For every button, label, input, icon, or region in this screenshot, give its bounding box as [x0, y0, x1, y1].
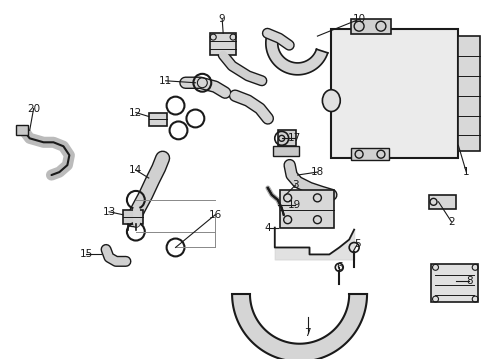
Bar	[148, 113, 166, 126]
Bar	[429, 264, 477, 302]
Bar	[210, 33, 236, 55]
Text: 3: 3	[292, 180, 298, 190]
Polygon shape	[232, 294, 366, 360]
Bar	[122, 210, 142, 224]
Text: 10: 10	[352, 14, 365, 24]
Bar	[350, 148, 388, 160]
Text: 14: 14	[129, 165, 142, 175]
Bar	[277, 130, 295, 146]
Text: 11: 11	[159, 76, 172, 86]
Text: 18: 18	[310, 167, 324, 177]
Polygon shape	[265, 33, 327, 75]
Bar	[350, 19, 390, 34]
Text: 15: 15	[80, 249, 93, 260]
Bar	[457, 36, 479, 151]
Text: 8: 8	[465, 276, 471, 286]
Text: 20: 20	[27, 104, 40, 113]
Text: 6: 6	[335, 262, 342, 272]
Text: 19: 19	[287, 200, 301, 210]
Text: 7: 7	[304, 328, 310, 338]
Text: 2: 2	[447, 217, 454, 227]
Text: 4: 4	[264, 222, 270, 233]
Text: 16: 16	[208, 210, 222, 220]
Bar	[16, 125, 28, 135]
Bar	[427, 195, 455, 209]
Text: 1: 1	[462, 167, 468, 177]
Text: 17: 17	[287, 133, 301, 143]
Bar	[272, 146, 298, 156]
Text: 9: 9	[219, 14, 225, 24]
Ellipse shape	[322, 90, 340, 112]
Bar	[279, 190, 334, 228]
Text: 13: 13	[102, 207, 116, 217]
Bar	[331, 29, 457, 158]
Text: 12: 12	[129, 108, 142, 117]
Text: 5: 5	[353, 239, 360, 249]
